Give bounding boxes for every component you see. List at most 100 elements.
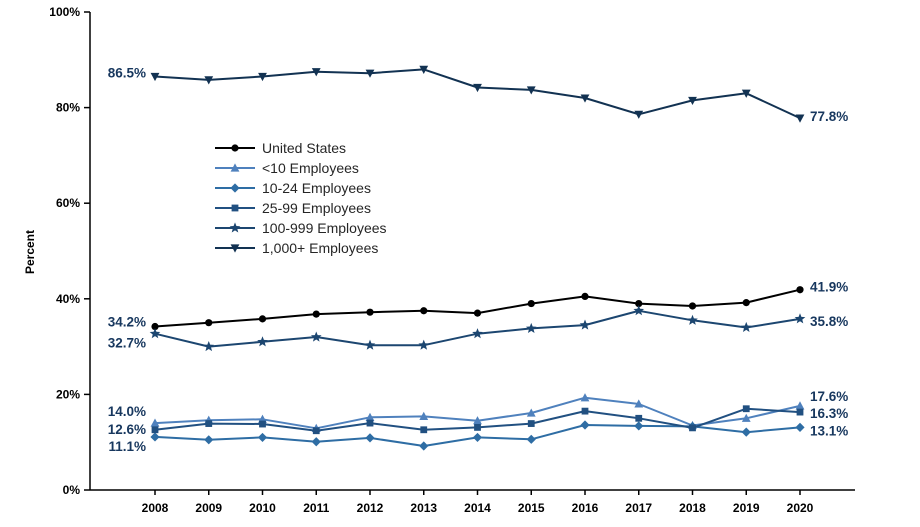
y-axis-title: Percent bbox=[23, 229, 37, 275]
triangle-up-marker-icon bbox=[741, 413, 751, 422]
square-marker-icon bbox=[742, 405, 750, 413]
square-marker-icon bbox=[635, 414, 643, 422]
data-label-start: 12.6% bbox=[108, 422, 146, 437]
triangle-down-marker-icon bbox=[230, 244, 240, 253]
star-marker-icon bbox=[472, 328, 483, 339]
star-marker-icon bbox=[794, 313, 806, 324]
diamond-marker-icon bbox=[795, 422, 805, 432]
triangle-up-marker-icon bbox=[634, 399, 644, 408]
y-tick-label: 20% bbox=[56, 387, 80, 401]
circle-marker-icon bbox=[473, 309, 482, 317]
star-marker-icon bbox=[633, 305, 645, 316]
diamond-marker-icon bbox=[741, 427, 751, 437]
circle-marker-icon bbox=[420, 307, 428, 315]
square-marker-icon bbox=[151, 426, 159, 434]
diamond-marker-icon bbox=[419, 441, 429, 451]
series-4: 32.7% 35.8% bbox=[108, 305, 848, 352]
triangle-up-marker-icon bbox=[795, 401, 805, 410]
circle-marker-icon bbox=[635, 299, 643, 308]
x-tick-label: 2018 bbox=[679, 501, 706, 515]
triangle-up-marker-icon bbox=[580, 393, 590, 402]
star-marker-icon bbox=[310, 331, 322, 342]
series-3: 12.6% 16.3% bbox=[108, 405, 848, 437]
diamond-marker-icon bbox=[204, 435, 214, 445]
data-label-end: 13.1% bbox=[810, 423, 848, 438]
star-marker-icon bbox=[149, 328, 161, 339]
x-tick-label: 2010 bbox=[249, 501, 276, 515]
star-marker-icon bbox=[579, 319, 591, 330]
legend-label: 1,000+ Employees bbox=[262, 240, 378, 256]
legend-item: <10 Employees bbox=[215, 160, 359, 176]
diamond-marker-icon bbox=[580, 420, 590, 430]
triangle-down-marker-icon bbox=[258, 72, 267, 82]
x-tick-label: 2015 bbox=[518, 501, 545, 515]
star-marker-icon bbox=[257, 336, 268, 347]
square-marker-icon bbox=[420, 426, 428, 434]
x-tick-label: 2016 bbox=[572, 501, 599, 515]
x-axis: 2008 2009 2010 2011 2012 2013 2014 2015 2016 2017… bbox=[142, 490, 814, 515]
y-tick-label: 100% bbox=[49, 5, 80, 19]
triangle-down-marker-icon bbox=[365, 69, 375, 78]
diamond-marker-icon bbox=[230, 183, 240, 193]
x-tick-label: 2012 bbox=[357, 501, 384, 515]
circle-marker-icon bbox=[258, 315, 267, 323]
star-marker-icon bbox=[418, 339, 430, 350]
circle-marker-icon bbox=[581, 292, 589, 301]
data-label-end: 16.3% bbox=[810, 406, 848, 421]
legend-item: 10-24 Employees bbox=[215, 180, 371, 196]
x-tick-label: 2019 bbox=[733, 501, 760, 515]
legend-label: 25-99 Employees bbox=[262, 200, 371, 216]
data-label-start: 86.5% bbox=[108, 66, 146, 81]
x-tick-label: 2013 bbox=[410, 501, 437, 515]
triangle-up-marker-icon bbox=[230, 163, 240, 172]
star-marker-icon bbox=[229, 222, 241, 233]
y-axis: 0% 20% 40% 60% 80% 100% bbox=[49, 5, 90, 497]
square-marker-icon bbox=[689, 424, 696, 432]
legend-item: United States bbox=[215, 140, 346, 156]
triangle-down-marker-icon bbox=[150, 72, 160, 82]
diamond-marker-icon bbox=[150, 432, 160, 442]
triangle-up-marker-icon bbox=[365, 412, 375, 421]
y-tick-label: 0% bbox=[63, 483, 81, 497]
square-marker-icon bbox=[581, 407, 589, 415]
diamond-marker-icon bbox=[472, 432, 483, 443]
circle-marker-icon bbox=[688, 302, 697, 310]
circle-marker-icon bbox=[366, 308, 374, 316]
triangle-down-marker-icon bbox=[741, 89, 751, 98]
y-tick-label: 40% bbox=[56, 292, 80, 306]
x-tick-label: 2014 bbox=[464, 501, 491, 515]
circle-marker-icon bbox=[151, 322, 159, 331]
x-tick-label: 2017 bbox=[625, 501, 652, 515]
circle-marker-icon bbox=[205, 319, 213, 327]
circle-marker-icon bbox=[742, 299, 750, 307]
star-marker-icon bbox=[740, 321, 752, 333]
data-label-start: 34.2% bbox=[108, 315, 146, 330]
x-tick-label: 2011 bbox=[303, 501, 329, 515]
triangle-down-marker-icon bbox=[580, 94, 590, 103]
legend-label: United States bbox=[262, 140, 346, 156]
series-line bbox=[154, 68, 801, 120]
triangle-up-marker-icon bbox=[473, 416, 482, 425]
x-tick-label: 2009 bbox=[195, 501, 222, 515]
star-marker-icon bbox=[687, 314, 698, 325]
triangle-down-marker-icon bbox=[311, 68, 321, 77]
legend-label: 100-999 Employees bbox=[262, 220, 387, 236]
data-label-end: 41.9% bbox=[810, 280, 848, 295]
diamond-marker-icon bbox=[365, 433, 375, 443]
triangle-up-marker-icon bbox=[526, 408, 536, 417]
diamond-marker-icon bbox=[257, 432, 268, 443]
triangle-down-marker-icon bbox=[688, 96, 697, 106]
square-marker-icon bbox=[796, 408, 804, 416]
star-marker-icon bbox=[364, 339, 376, 350]
triangle-down-marker-icon bbox=[204, 76, 214, 85]
square-marker-icon bbox=[205, 420, 213, 427]
triangle-down-marker-icon bbox=[473, 83, 482, 93]
square-marker-icon bbox=[312, 427, 320, 435]
data-label-end: 35.8% bbox=[810, 314, 848, 329]
legend-label: 10-24 Employees bbox=[262, 180, 371, 196]
axes bbox=[89, 12, 855, 491]
legend-item: 25-99 Employees bbox=[215, 200, 371, 216]
